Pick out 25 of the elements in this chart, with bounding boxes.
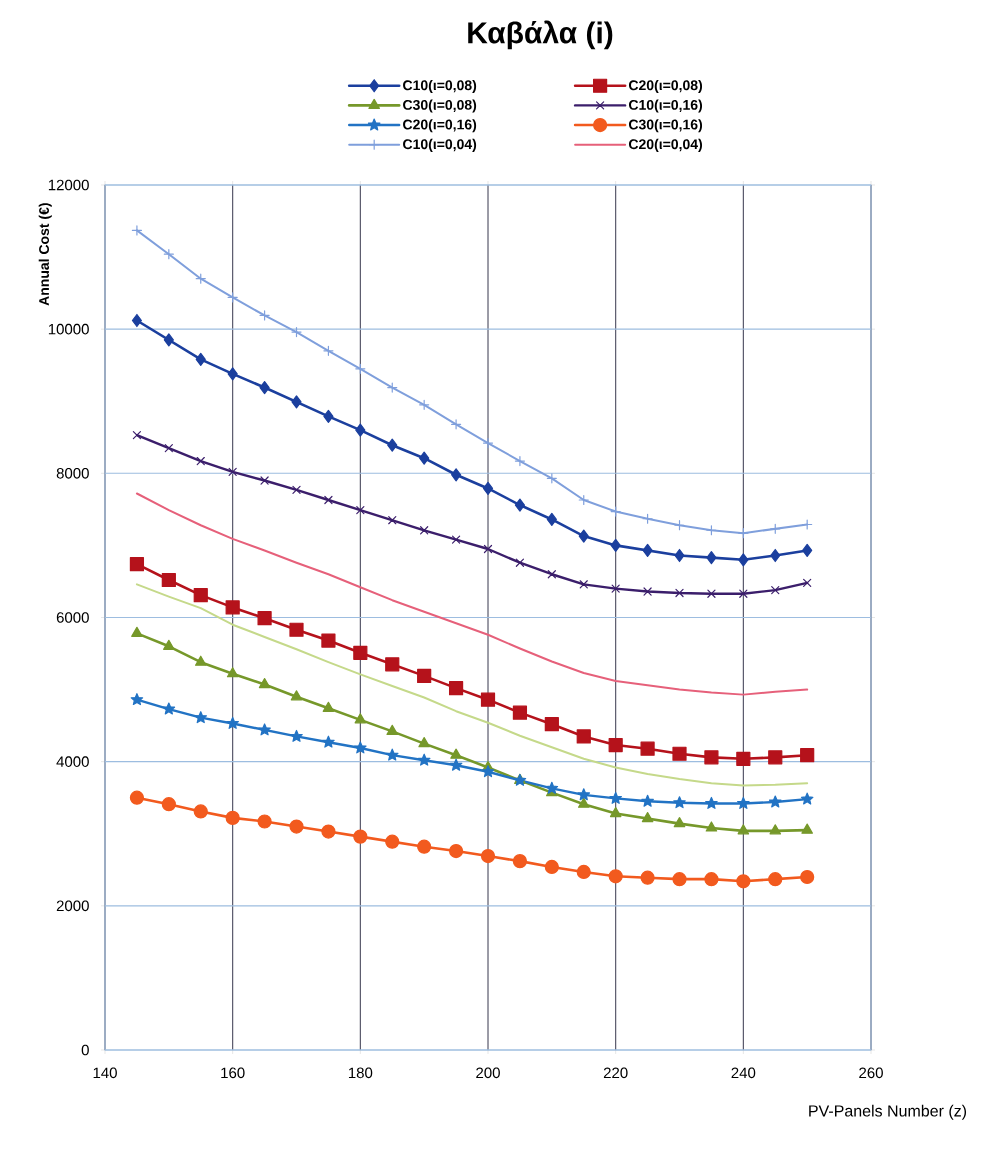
- legend-label: C10(ι=0,16): [628, 99, 703, 113]
- y-tick-label: 2000: [56, 900, 89, 912]
- chart-title: Καβάλα (i): [468, 20, 613, 50]
- x-tick-label: 140: [93, 1067, 117, 1079]
- legend-label: C10(ι=0,04): [403, 138, 477, 152]
- y-tick-label: 0: [81, 1044, 89, 1056]
- x-tick-label: 260: [859, 1067, 883, 1079]
- y-tick-label: 10000: [48, 323, 89, 335]
- legend-label: C30(ι=0,16): [628, 119, 703, 133]
- legend-label: C20(ι=0,08): [628, 79, 703, 93]
- x-tick-label: 220: [603, 1067, 628, 1079]
- y-tick-label: 8000: [56, 468, 89, 479]
- x-tick-label: 200: [476, 1067, 500, 1079]
- x-tick-label: 180: [348, 1067, 373, 1079]
- x-tick-label: 240: [731, 1067, 756, 1079]
- y-tick-label: 4000: [56, 756, 89, 767]
- y-axis-title: Annual Cost (€): [38, 203, 52, 306]
- y-tick-label: 6000: [56, 612, 89, 623]
- y-tick-label: 12000: [48, 179, 89, 191]
- legend-label: C10(ι=0,08): [403, 79, 477, 93]
- legend-label: C20(ι=0,16): [403, 119, 477, 133]
- x-axis-title: PV-Panels Number (z): [809, 1104, 967, 1120]
- x-tick-label: 160: [221, 1067, 245, 1079]
- legend-label: C30(ι=0,08): [403, 99, 477, 113]
- legend-label: C20(ι=0,04): [628, 138, 703, 152]
